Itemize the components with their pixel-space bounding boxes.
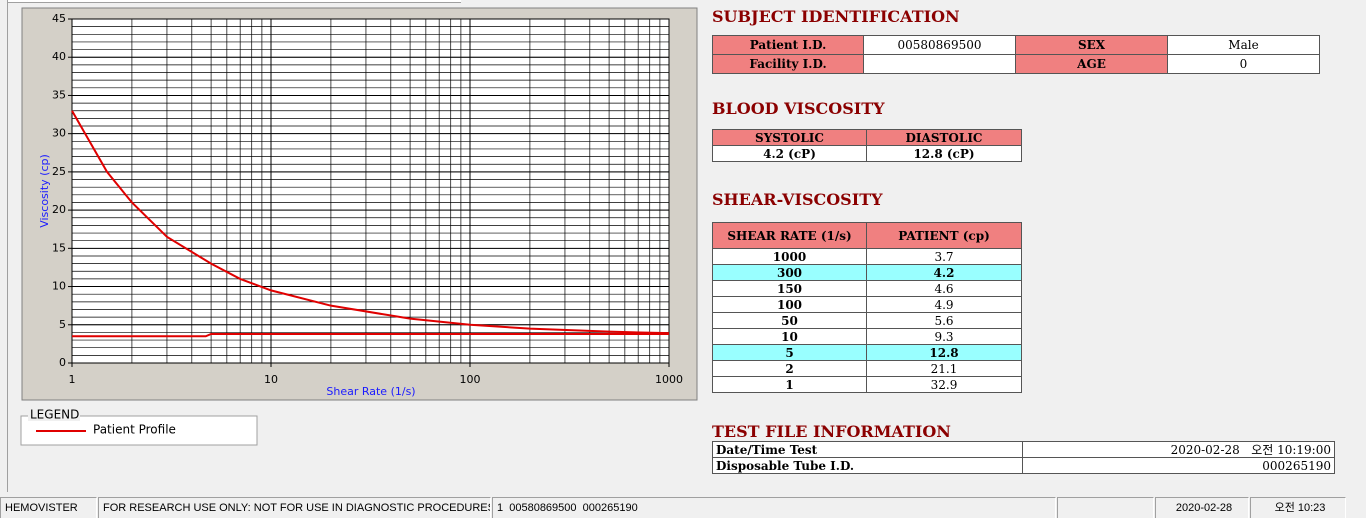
section-title: SUBJECT IDENTIFICATION	[712, 7, 960, 26]
chart: Viscosity (cp) Shear Rate (1/s) LEGEND 0…	[20, 7, 698, 446]
x-tick-label: 10	[264, 373, 278, 386]
table-cell: 12.8 (cP)	[866, 145, 1022, 162]
left-edge	[7, 0, 8, 492]
table-cell: 5.6	[866, 312, 1022, 329]
legend-title-bg	[28, 409, 80, 421]
y-tick-label: 10	[52, 280, 66, 293]
table-cell: DIASTOLIC	[866, 129, 1022, 146]
y-tick-label: 40	[52, 50, 66, 63]
table-cell	[863, 54, 1016, 74]
table-cell: 4.2	[866, 264, 1022, 281]
table-cell: 1	[712, 376, 867, 393]
table-cell: Patient I.D.	[712, 35, 864, 55]
x-axis-label: Shear Rate (1/s)	[326, 385, 415, 398]
table-cell: 4.6	[866, 280, 1022, 297]
data-line	[72, 332, 669, 338]
table-cell: 100	[712, 296, 867, 313]
y-tick-label: 15	[52, 241, 66, 254]
y-tick-label: 25	[52, 165, 66, 178]
status-cell: 오전 10:23	[1250, 497, 1346, 518]
table-cell: 10	[712, 328, 867, 345]
table-cell: SYSTOLIC	[712, 129, 867, 146]
x-tick-label: 1000	[655, 373, 683, 386]
x-tick-label: 1	[69, 373, 76, 386]
section-title: TEST FILE INFORMATION	[712, 422, 951, 441]
y-tick-label: 0	[59, 356, 66, 369]
table-cell: Date/Time Test	[712, 441, 1023, 458]
table-cell: 9.3	[866, 328, 1022, 345]
legend-label: Patient Profile	[93, 423, 176, 437]
table-cell: 32.9	[866, 376, 1022, 393]
table-cell: 300	[712, 264, 867, 281]
data-line	[71, 110, 670, 335]
table-cell: AGE	[1015, 54, 1168, 74]
y-tick-label: 30	[52, 127, 66, 140]
table-cell: 1000	[712, 248, 867, 265]
x-tick-label: 100	[460, 373, 481, 386]
section-title: SHEAR-VISCOSITY	[712, 190, 883, 209]
y-tick-label: 35	[52, 88, 66, 101]
section-title: BLOOD VISCOSITY	[712, 99, 885, 118]
y-tick-label: 5	[59, 318, 66, 331]
status-cell: HEMOVISTER	[0, 497, 97, 518]
table-cell: Facility I.D.	[712, 54, 864, 74]
table-cell: 2020-02-28 오전 10:19:00	[1022, 441, 1335, 458]
table-cell: 3.7	[866, 248, 1022, 265]
status-cell: FOR RESEARCH USE ONLY: NOT FOR USE IN DI…	[98, 497, 491, 518]
table-cell: Male	[1167, 35, 1320, 55]
table-cell: Disposable Tube I.D.	[712, 457, 1023, 474]
table-cell: 2	[712, 360, 867, 377]
table-cell: 5	[712, 344, 867, 361]
top-tab	[8, 0, 461, 3]
table-cell: PATIENT (cp)	[866, 222, 1022, 249]
status-cell: 2020-02-28	[1155, 497, 1249, 518]
table-cell: 12.8	[866, 344, 1022, 361]
table-cell: 0	[1167, 54, 1320, 74]
table-cell: 00580869500	[863, 35, 1016, 55]
table-cell: 4.9	[866, 296, 1022, 313]
table-cell: SEX	[1015, 35, 1168, 55]
plot-area	[72, 19, 669, 363]
status-cell	[1057, 497, 1154, 518]
y-axis-label: Viscosity (cp)	[38, 154, 51, 228]
table-cell: 150	[712, 280, 867, 297]
y-tick-label: 20	[52, 203, 66, 216]
table-cell: 21.1	[866, 360, 1022, 377]
table-cell: 50	[712, 312, 867, 329]
y-tick-label: 45	[52, 12, 66, 25]
status-cell: 1 00580869500 000265190	[492, 497, 1056, 518]
table-cell: 000265190	[1022, 457, 1335, 474]
table-cell: 4.2 (cP)	[712, 145, 867, 162]
table-cell: SHEAR RATE (1/s)	[712, 222, 867, 249]
plot-border	[71, 18, 670, 364]
legend-title: LEGEND	[30, 408, 79, 422]
